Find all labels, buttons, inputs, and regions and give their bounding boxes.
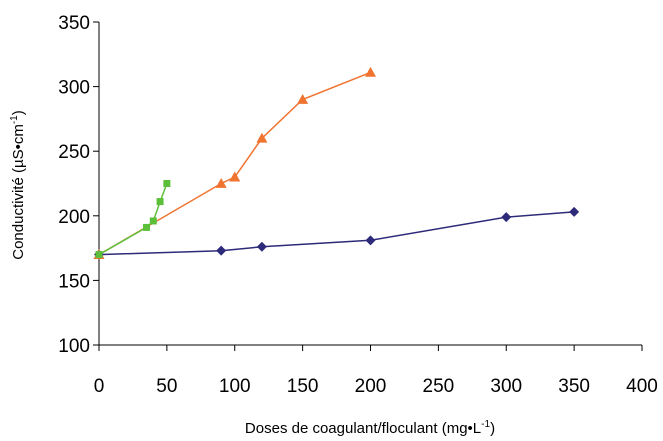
- y-tick-label: 250: [58, 142, 90, 163]
- x-tick-label: 350: [558, 376, 590, 397]
- data-point-square: [143, 224, 150, 231]
- x-tick-label: 300: [490, 376, 522, 397]
- axes: [93, 22, 642, 351]
- x-tick-label: 400: [626, 376, 658, 397]
- y-tick-label: 300: [58, 78, 90, 99]
- x-tick-label: 0: [94, 376, 105, 397]
- data-point-triangle: [216, 178, 227, 188]
- y-tick-label: 150: [58, 271, 90, 292]
- data-point-triangle: [297, 94, 308, 104]
- x-tick-label: 250: [423, 376, 455, 397]
- y-tick-label: 350: [58, 13, 90, 34]
- data-point-diamond: [569, 207, 579, 217]
- data-point-triangle: [229, 172, 240, 182]
- x-tick-label: 100: [219, 376, 251, 397]
- y-tick-label: 200: [58, 207, 90, 228]
- y-tick-label: 100: [58, 336, 90, 357]
- data-point-square: [150, 217, 157, 224]
- y-axis-label: Conductivité (µS•cm-1): [9, 110, 27, 260]
- data-point-square: [96, 251, 103, 258]
- x-axis-label: Doses de coagulant/floculant (mg•L-1): [245, 419, 495, 437]
- data-point-diamond: [366, 235, 376, 245]
- data-point-square: [157, 198, 164, 205]
- series-group: [94, 67, 580, 260]
- data-point-diamond: [257, 242, 267, 252]
- x-tick-label: 150: [287, 376, 319, 397]
- data-point-diamond: [216, 246, 226, 256]
- x-tick-label: 200: [355, 376, 387, 397]
- series-triangle: [94, 67, 377, 259]
- data-point-triangle: [365, 67, 376, 77]
- series-line: [99, 72, 371, 254]
- data-point-diamond: [501, 212, 511, 222]
- data-point-square: [163, 180, 170, 187]
- x-tick-label: 50: [156, 376, 177, 397]
- tick-labels: 100 150 200 250 300 350 0 50 100 150 200 250 300 350 4…: [58, 13, 658, 397]
